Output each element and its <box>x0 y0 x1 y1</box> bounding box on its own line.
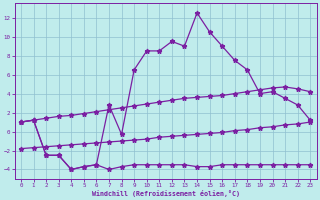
X-axis label: Windchill (Refroidissement éolien,°C): Windchill (Refroidissement éolien,°C) <box>92 190 240 197</box>
